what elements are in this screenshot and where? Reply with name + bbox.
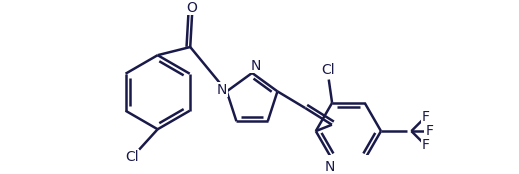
Text: F: F: [421, 110, 429, 124]
Text: F: F: [425, 124, 433, 138]
Text: Cl: Cl: [321, 63, 334, 77]
Text: F: F: [421, 138, 429, 152]
Text: Cl: Cl: [125, 150, 139, 164]
Text: N: N: [325, 160, 335, 174]
Text: N: N: [251, 58, 261, 73]
Text: O: O: [187, 1, 198, 15]
Text: N: N: [217, 82, 227, 97]
